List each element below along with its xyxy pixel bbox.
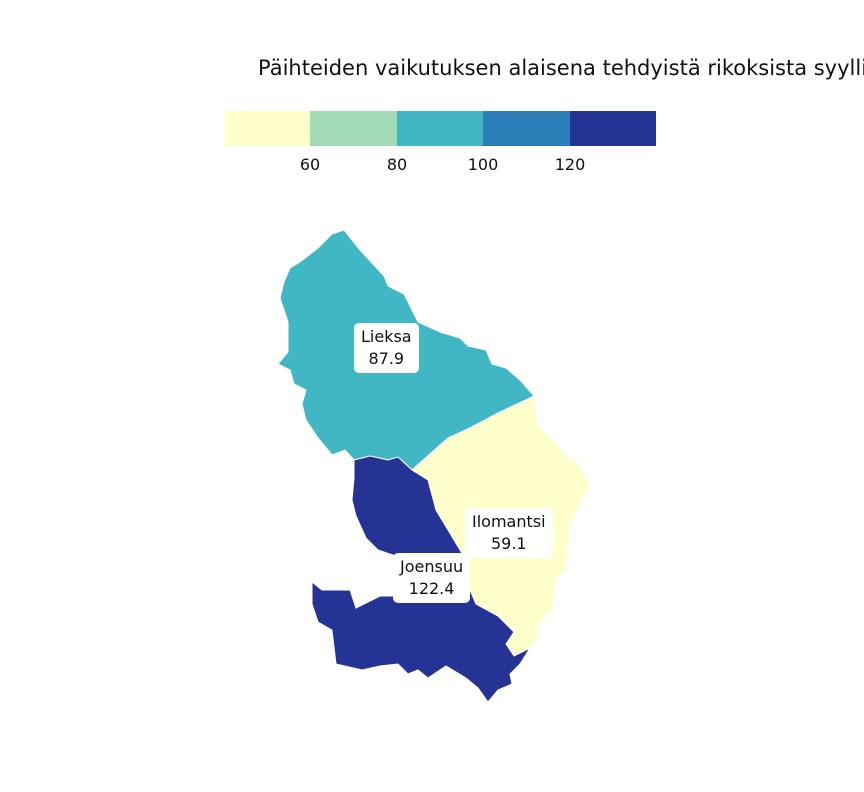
- lieksa-label-name: Lieksa: [361, 327, 412, 346]
- legend-tick-80: 80: [386, 155, 408, 174]
- legend-bin-4: [483, 111, 570, 146]
- legend-bin-1: [224, 111, 311, 146]
- legend-bin-3: [396, 111, 484, 146]
- map-title: Päihteiden vaikutuksen alaisena tehdyist…: [258, 56, 864, 80]
- legend-tick-120: 120: [554, 155, 586, 174]
- joensuu-label: Joensuu 122.4: [393, 553, 471, 603]
- ilomantsi-label: Ilomantsi 59.1: [465, 508, 553, 558]
- joensuu-label-name: Joensuu: [400, 557, 464, 576]
- legend-tick-100: 100: [467, 155, 499, 174]
- ilomantsi-label-name: Ilomantsi: [472, 512, 546, 531]
- lieksa-label: Lieksa 87.9: [354, 323, 419, 373]
- joensuu-label-value: 122.4: [408, 579, 455, 598]
- legend-bar: [224, 111, 656, 146]
- ilomantsi-label-value: 59.1: [490, 534, 527, 553]
- legend-bin-5: [569, 111, 656, 146]
- color-legend: 60 80 100 120: [224, 111, 656, 174]
- legend-bin-2: [310, 111, 397, 146]
- legend-tick-60: 60: [299, 155, 321, 174]
- lieksa-label-value: 87.9: [368, 349, 405, 368]
- legend-ticks: 60 80 100 120: [224, 146, 656, 174]
